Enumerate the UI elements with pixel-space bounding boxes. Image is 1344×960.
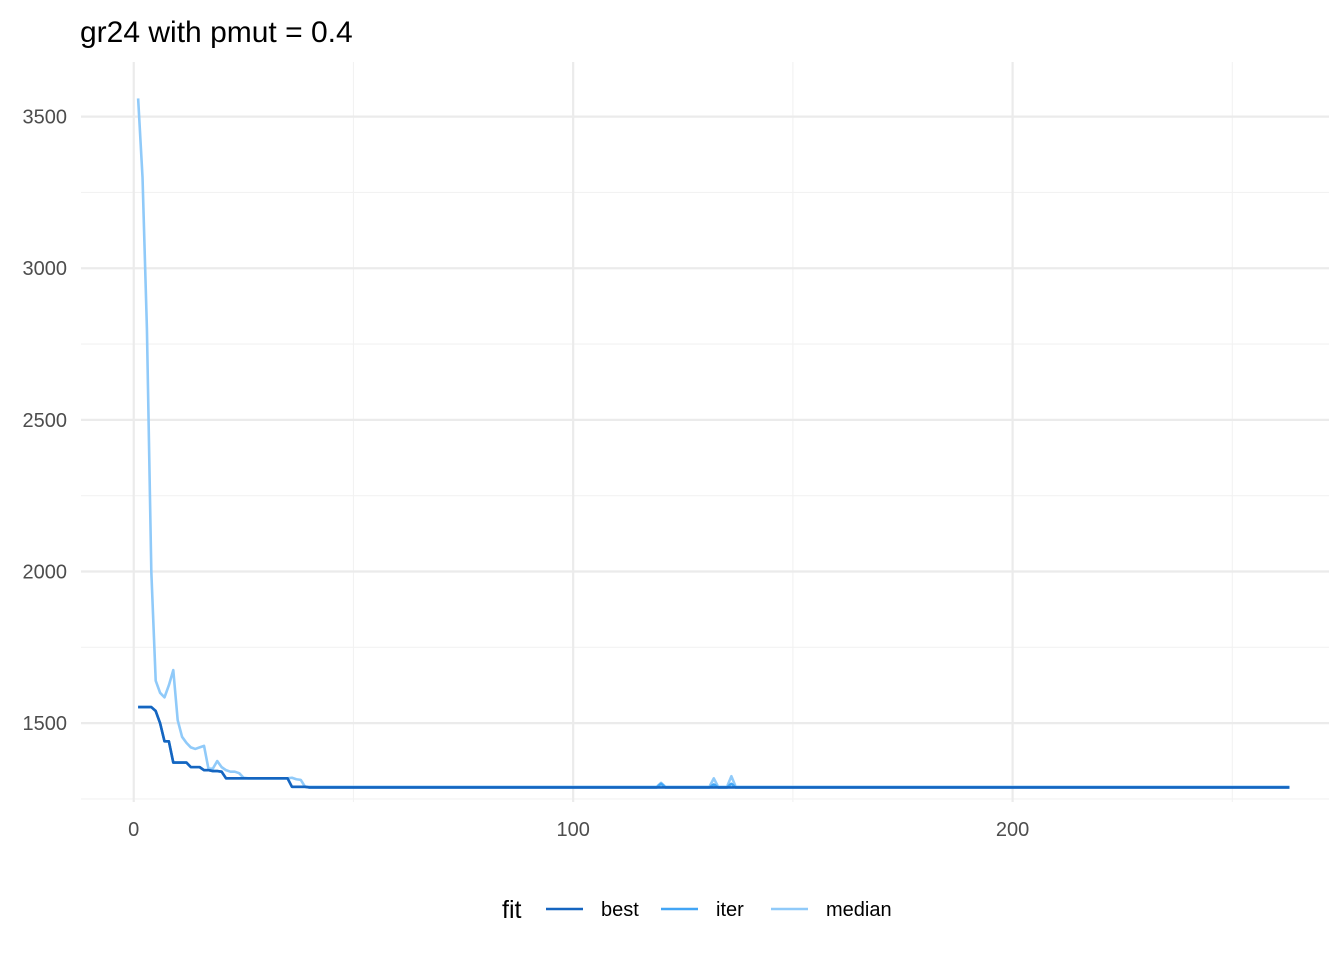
y-tick-label: 3500: [23, 107, 68, 129]
legend-label-best: best: [601, 899, 639, 921]
y-tick-label: 1500: [23, 713, 68, 735]
series-line-median: [136, 98, 1290, 789]
legend-label-iter: iter: [716, 899, 744, 921]
axis-tick-labels: 1500 2000 2500 3000 3500 0 100 200: [23, 107, 1030, 841]
y-tick-label: 2000: [23, 562, 68, 584]
series-lines: [136, 98, 1290, 789]
y-tick-label: 3000: [23, 258, 68, 280]
legend-title: fit: [502, 896, 522, 924]
grid-lines: [81, 62, 1329, 802]
y-tick-label: 2500: [23, 410, 68, 432]
legend: fit best iter median: [502, 896, 892, 924]
x-tick-label: 100: [556, 819, 589, 841]
chart-title: gr24 with pmut = 0.4: [80, 16, 353, 49]
x-tick-label: 200: [996, 819, 1029, 841]
x-tick-label: 0: [128, 819, 139, 841]
legend-label-median: median: [826, 899, 892, 921]
series-line-iter: [138, 705, 1290, 789]
series-line-best: [138, 705, 1290, 789]
